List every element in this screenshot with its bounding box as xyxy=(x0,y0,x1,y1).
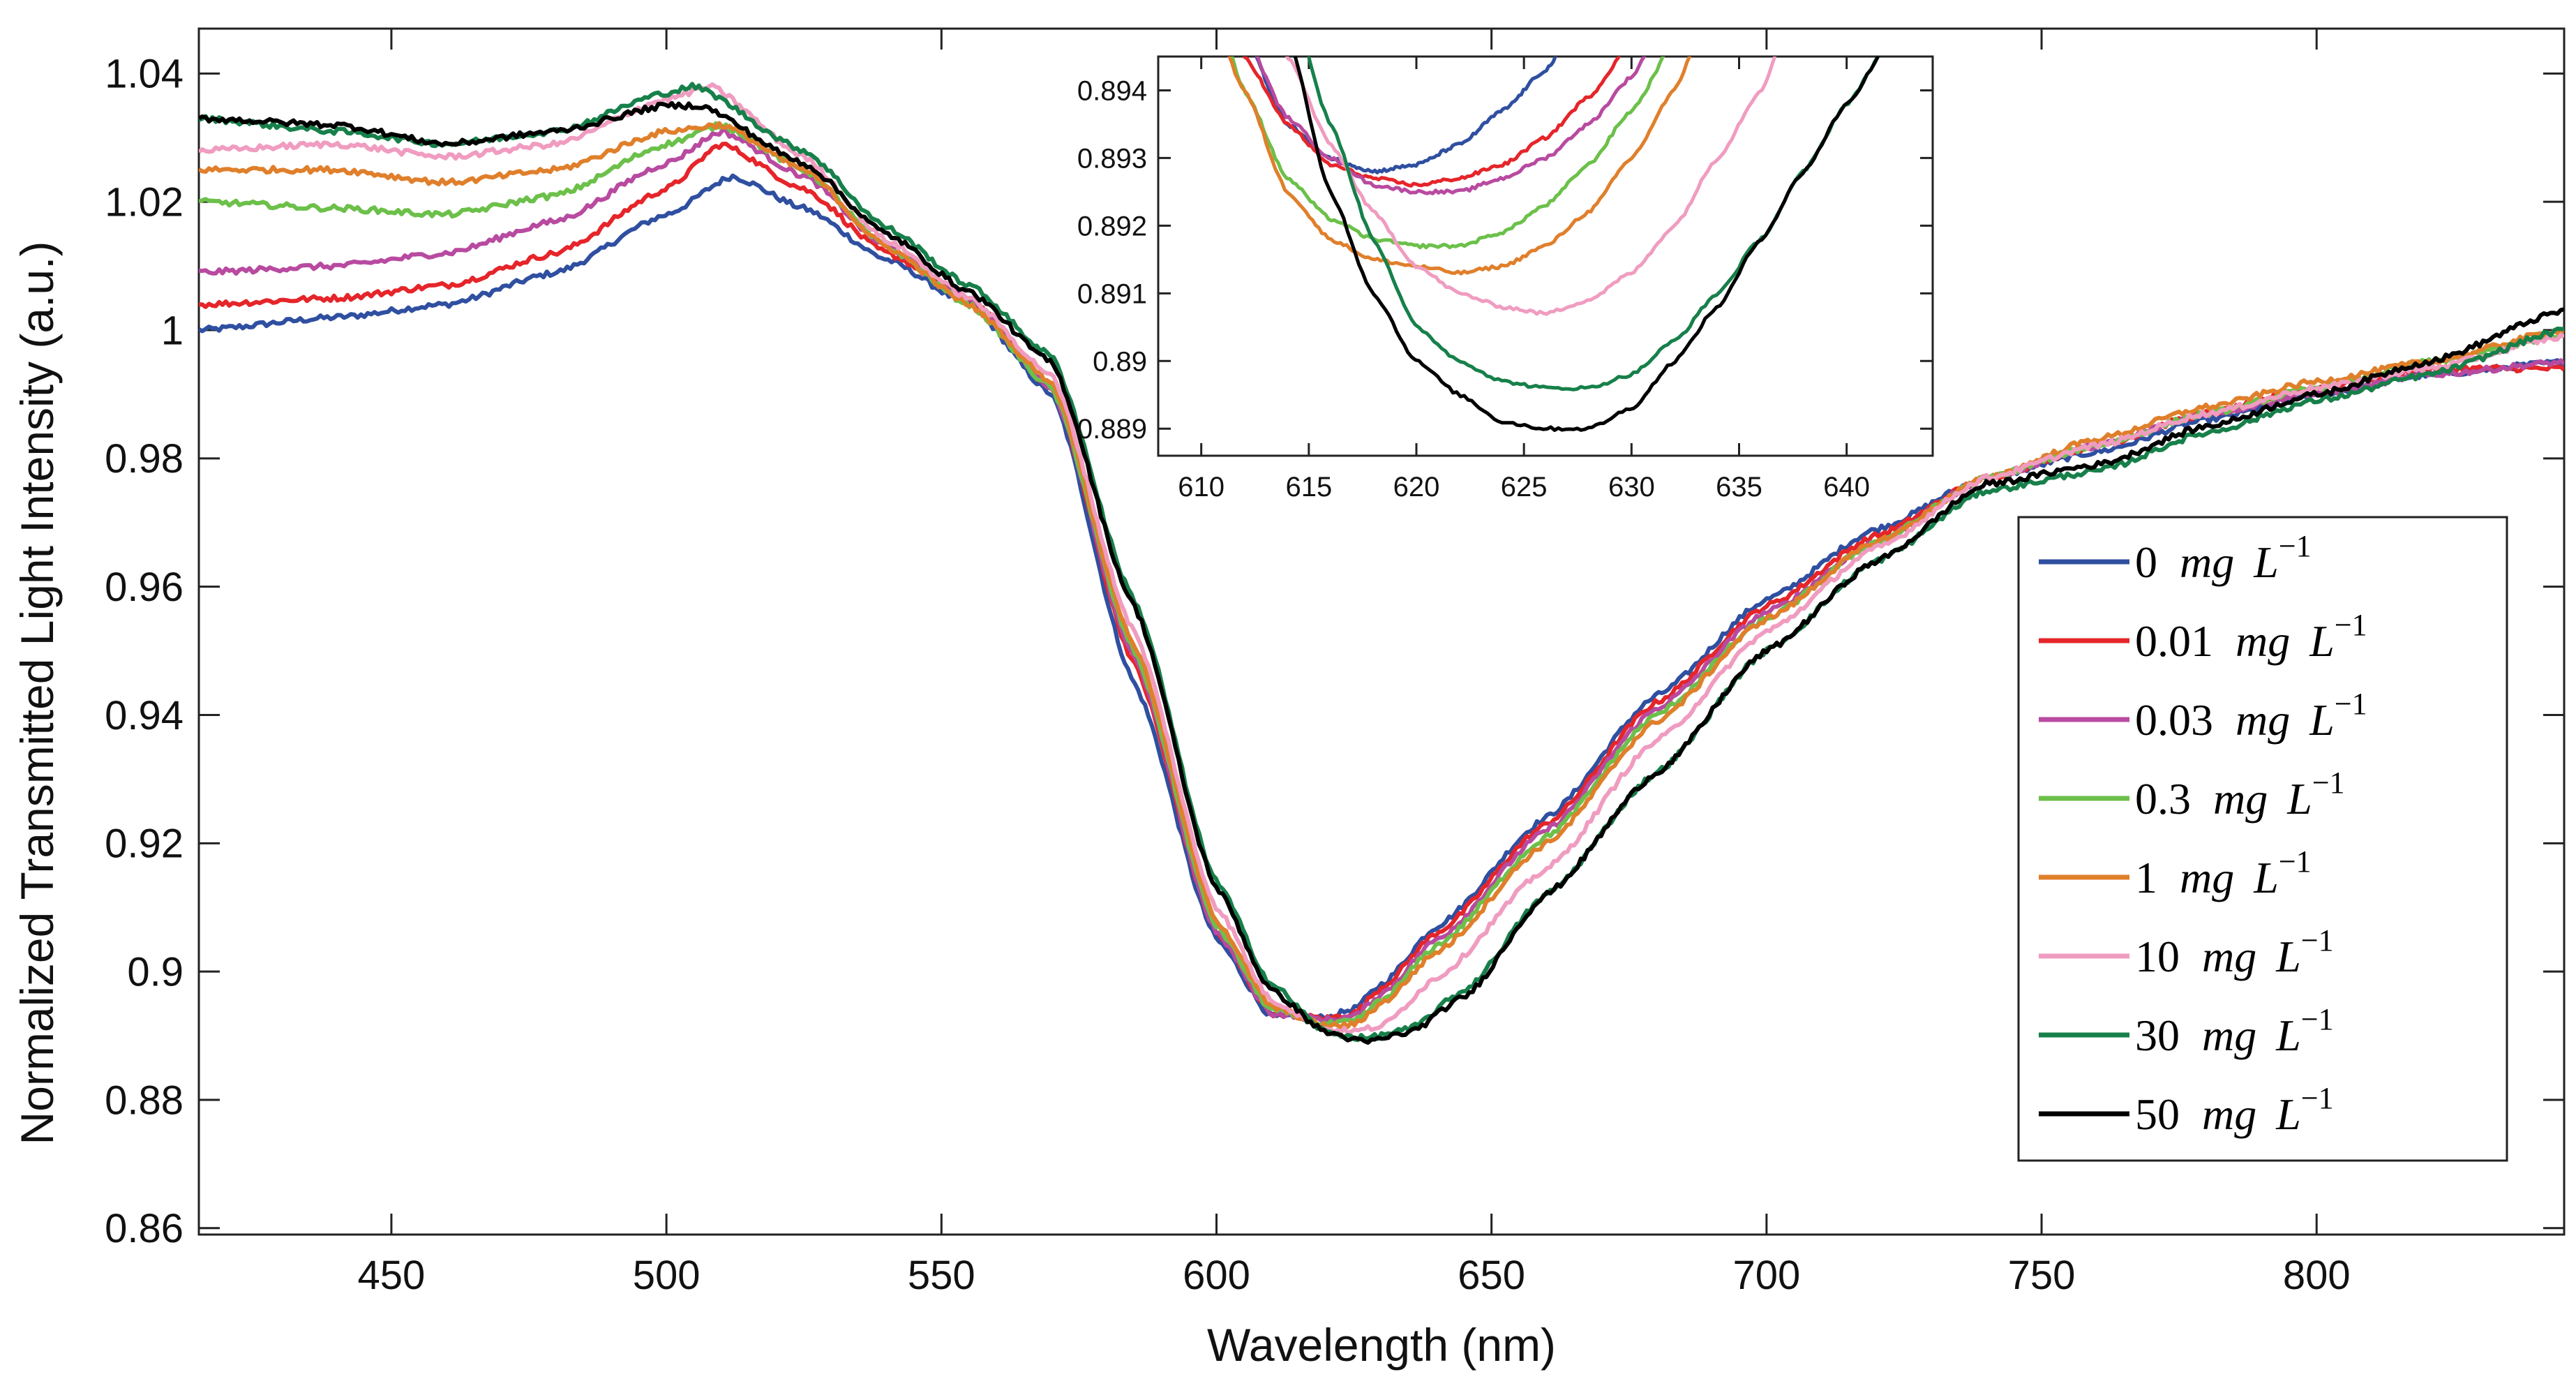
x-tick-label: 615 xyxy=(1285,472,1332,502)
x-tick-label: 800 xyxy=(2283,1253,2351,1298)
legend-entry: 0.3 mg L−1 xyxy=(2039,766,2345,824)
series-line-0 xyxy=(199,173,2564,1022)
series-line-50 xyxy=(1293,57,1880,432)
series-line-0-03 xyxy=(1255,57,1647,195)
series-line-1 xyxy=(1227,57,1692,276)
x-tick-label: 635 xyxy=(1716,472,1762,502)
x-tick-label: 600 xyxy=(1183,1253,1250,1298)
x-tick-label: 620 xyxy=(1393,472,1440,502)
y-tick-label: 0.891 xyxy=(1077,278,1147,309)
legend-label: 10 mg L−1 xyxy=(2135,923,2334,981)
legend-entry: 50 mg L−1 xyxy=(2039,1081,2334,1139)
legend-label: 0.01 mg L−1 xyxy=(2135,608,2367,666)
legend: 0 mg L−1 0.01 mg L−1 0.03 mg L−1 0.3 mg L−1 1 mg… xyxy=(2017,516,2508,1162)
series-line-1 xyxy=(199,121,2564,1030)
y-tick-label: 0.89 xyxy=(1093,346,1147,377)
legend-entry: 30 mg L−1 xyxy=(2039,1002,2334,1060)
legend-entry: 10 mg L−1 xyxy=(2039,923,2334,981)
legend-entry: 0 mg L−1 xyxy=(2039,529,2312,587)
y-tick-label: 1.04 xyxy=(105,52,184,97)
x-tick-label: 650 xyxy=(1458,1253,1525,1298)
legend-entry: 0.01 mg L−1 xyxy=(2039,608,2367,666)
series-line-10 xyxy=(1285,57,1777,316)
y-tick-label: 0.889 xyxy=(1077,414,1147,445)
y-tick-label: 0.86 xyxy=(105,1206,184,1251)
main-series-group xyxy=(199,82,2564,1045)
inset-axis-ticks: 610 615 620 625 630 635 640 0.889 0.89 0.891 0.892… xyxy=(1077,57,1933,502)
y-tick-label: 0.98 xyxy=(105,436,184,482)
x-tick-label: 750 xyxy=(2008,1253,2076,1298)
y-tick-label: 0.92 xyxy=(105,821,184,867)
series-line-30 xyxy=(199,82,2564,1043)
legend-box xyxy=(2017,516,2508,1162)
x-tick-label: 500 xyxy=(633,1253,701,1298)
x-tick-label: 640 xyxy=(1823,472,1870,502)
legend-label: 0 mg L−1 xyxy=(2135,529,2312,587)
main-axis-ticks: 450 500 550 600 650 700 750 800 0.86 0.88 0.9 0.92 0… xyxy=(105,29,2564,1298)
x-tick-label: 550 xyxy=(908,1253,975,1298)
x-tick-label: 610 xyxy=(1178,472,1225,502)
x-tick-label: 630 xyxy=(1608,472,1655,502)
inset-series-group xyxy=(1227,57,1881,432)
y-tick-label: 0.94 xyxy=(105,693,184,738)
y-tick-label: 0.96 xyxy=(105,565,184,610)
y-tick-label: 0.892 xyxy=(1077,211,1147,241)
inset-plot: 610 615 620 625 630 635 640 0.889 0.89 0.891 0.892… xyxy=(1077,55,1934,502)
y-tick-label: 0.894 xyxy=(1077,75,1147,106)
x-tick-label: 450 xyxy=(358,1253,426,1298)
legend-label: 0.3 mg L−1 xyxy=(2135,766,2345,824)
x-axis-label: Wavelength (nm) xyxy=(1207,1319,1556,1371)
legend-entries: 0 mg L−1 0.01 mg L−1 0.03 mg L−1 0.3 mg L−1 1 mg… xyxy=(2039,529,2367,1139)
x-tick-label: 625 xyxy=(1501,472,1548,502)
legend-label: 50 mg L−1 xyxy=(2135,1081,2334,1139)
inset-plot-area xyxy=(1157,55,1934,457)
legend-label: 1 mg L−1 xyxy=(2135,844,2312,902)
series-line-0-01 xyxy=(1242,57,1621,188)
y-tick-label: 0.88 xyxy=(105,1078,184,1123)
legend-label: 0.03 mg L−1 xyxy=(2135,687,2367,745)
x-tick-label: 700 xyxy=(1732,1253,1800,1298)
y-tick-label: 0.893 xyxy=(1077,143,1147,174)
y-tick-label: 1 xyxy=(161,308,184,353)
series-line-10 xyxy=(199,82,2564,1036)
series-line-0-3 xyxy=(1230,57,1665,250)
legend-entry: 0.03 mg L−1 xyxy=(2039,687,2367,745)
y-tick-label: 1.02 xyxy=(105,179,184,225)
series-line-50 xyxy=(199,100,2564,1045)
y-tick-label: 0.9 xyxy=(127,949,184,994)
legend-entry: 1 mg L−1 xyxy=(2039,844,2312,902)
y-axis-label: Normalized Transmitted Light Intensity (… xyxy=(11,241,63,1145)
legend-label: 30 mg L−1 xyxy=(2135,1002,2334,1060)
